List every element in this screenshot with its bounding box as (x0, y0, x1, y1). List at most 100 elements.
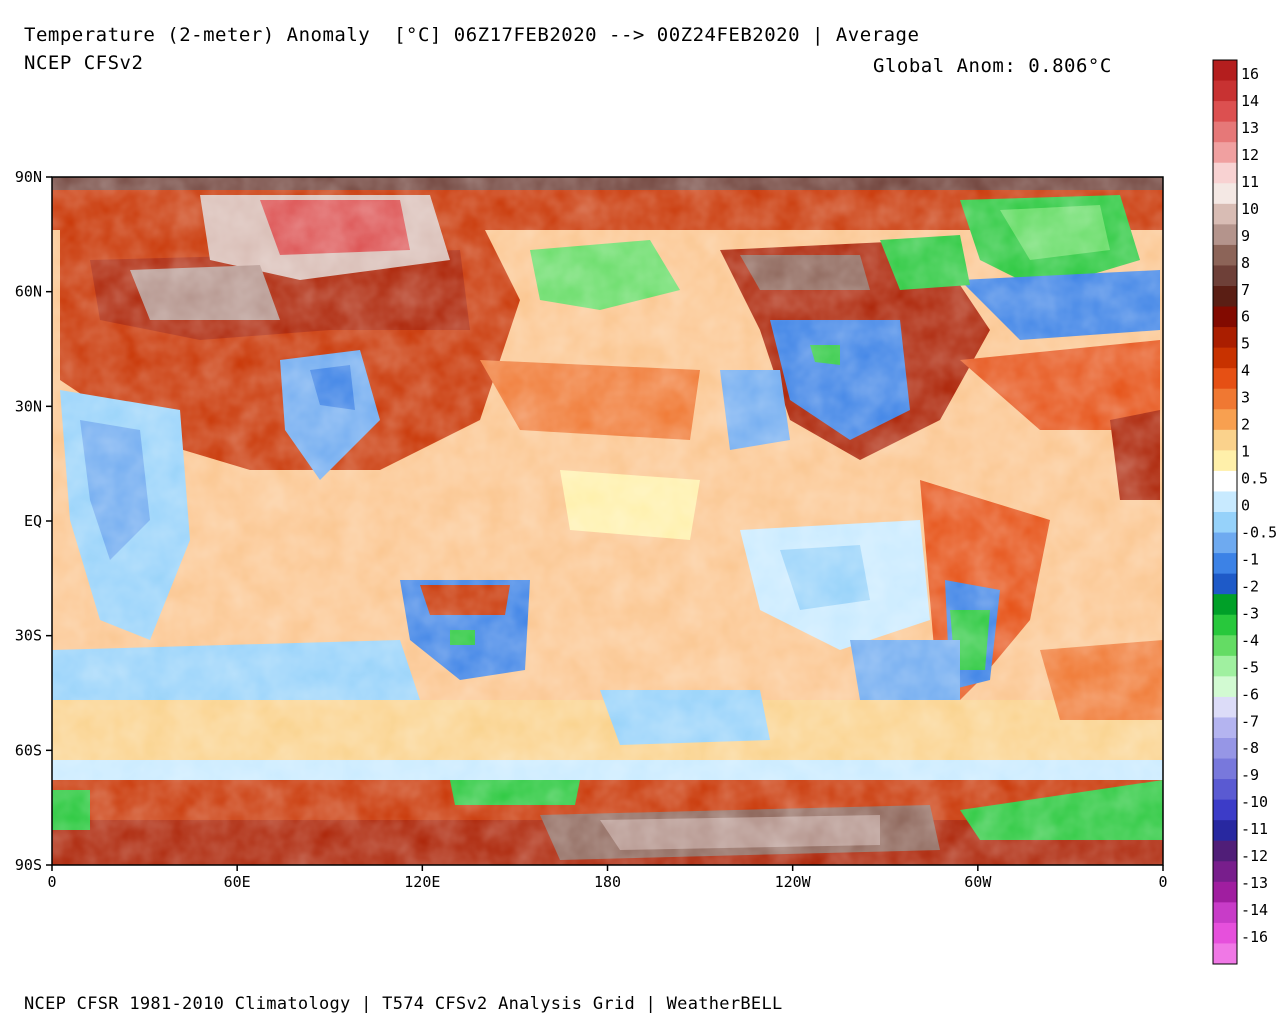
colorbar-swatch (1213, 717, 1237, 739)
colorbar-swatch (1213, 306, 1237, 328)
longitude-tick-label: 180 (594, 873, 621, 891)
colorbar-label: -13 (1241, 874, 1268, 892)
colorbar-swatch (1213, 840, 1237, 862)
colorbar-label: -0.5 (1241, 523, 1277, 541)
colorbar-swatch (1213, 121, 1237, 143)
colorbar-label: -11 (1241, 820, 1268, 838)
colorbar-label: -8 (1241, 739, 1259, 757)
colorbar-label: -2 (1241, 577, 1259, 595)
colorbar-label: 12 (1241, 146, 1259, 164)
colorbar-swatch (1213, 162, 1237, 184)
longitude-axis: 0 60E 120E 180 120W 60W 0 (47, 865, 1168, 891)
colorbar-label: -12 (1241, 847, 1268, 865)
latitude-tick-label: 60S (15, 741, 42, 759)
colorbar-label: 0 (1241, 497, 1250, 515)
colorbar-swatch (1213, 203, 1237, 225)
colorbar-label: 10 (1241, 200, 1259, 218)
colorbar-swatch (1213, 738, 1237, 760)
longitude-tick-label: 0 (47, 873, 56, 891)
colorbar-swatch (1213, 80, 1237, 102)
longitude-tick-label: 120W (775, 873, 812, 891)
colorbar-swatch (1213, 265, 1237, 287)
longitude-tick-label: 60E (224, 873, 251, 891)
latitude-tick-label: 60N (15, 283, 42, 301)
colorbar-swatch (1213, 532, 1237, 554)
colorbar-swatch (1213, 573, 1237, 595)
colorbar-label: -9 (1241, 766, 1259, 784)
colorbar-swatch (1213, 327, 1237, 349)
longitude-tick-label: 60W (964, 873, 992, 891)
colorbar-label: -7 (1241, 712, 1259, 730)
latitude-tick-label: 90N (15, 168, 42, 186)
colorbar-label: 3 (1241, 389, 1250, 407)
colorbar-label: 16 (1241, 65, 1259, 83)
colorbar-swatch (1213, 101, 1237, 123)
colorbar-label: -4 (1241, 631, 1259, 649)
longitude-tick-label: 0 (1158, 873, 1167, 891)
longitude-tick-label: 120E (404, 873, 440, 891)
colorbar-label: -14 (1241, 901, 1268, 919)
colorbar-label: 4 (1241, 362, 1250, 380)
latitude-tick-label: 30N (15, 397, 42, 415)
colorbar-swatch (1213, 799, 1237, 821)
colorbar-label: -5 (1241, 658, 1259, 676)
anomaly-field (52, 177, 1163, 865)
colorbar-swatch (1213, 183, 1237, 205)
colorbar-swatch (1213, 470, 1237, 492)
colorbar-label: 1 (1241, 443, 1250, 461)
latitude-tick-label: 30S (15, 627, 42, 645)
colorbar-swatch (1213, 368, 1237, 390)
colorbar-swatch (1213, 388, 1237, 410)
model-name: NCEP CFSv2 (24, 52, 144, 74)
colorbar-swatch (1213, 594, 1237, 616)
colorbar-swatch (1213, 553, 1237, 575)
colorbar-swatch (1213, 429, 1237, 451)
colorbar-swatch (1213, 635, 1237, 657)
colorbar-swatch (1213, 347, 1237, 369)
colorbar: 16 14 13 12 11 10 9 8 7 6 5 4 3 2 1 0.5 0 -0.5 -1 -2 -3 -4 -5 -… (1212, 59, 1277, 965)
global-anomaly-value: Global Anom: 0.806°C (873, 55, 1112, 77)
colorbar-label: -10 (1241, 793, 1268, 811)
latitude-tick-label: 90S (15, 856, 42, 874)
colorbar-swatch (1213, 512, 1237, 534)
footer-credits: NCEP CFSR 1981-2010 Climatology | T574 C… (24, 994, 783, 1014)
colorbar-swatch (1213, 881, 1237, 903)
colorbar-swatch (1213, 676, 1237, 698)
colorbar-swatch (1213, 922, 1237, 944)
colorbar-swatch (1213, 409, 1237, 431)
colorbar-swatch (1213, 696, 1237, 718)
colorbar-label: -6 (1241, 685, 1259, 703)
colorbar-swatch (1213, 779, 1237, 801)
colorbar-label: 5 (1241, 335, 1250, 353)
colorbar-label: -1 (1241, 550, 1259, 568)
colorbar-swatch (1213, 244, 1237, 266)
map-title: Temperature (2-meter) Anomaly [°C] 06Z17… (24, 24, 920, 46)
colorbar-label: 14 (1241, 92, 1259, 110)
colorbar-swatch (1213, 450, 1237, 472)
colorbar-swatch (1213, 820, 1237, 842)
colorbar-label: 11 (1241, 173, 1259, 191)
colorbar-label: 2 (1241, 416, 1250, 434)
colorbar-swatch (1213, 861, 1237, 883)
colorbar-label: 9 (1241, 227, 1250, 245)
colorbar-label: -3 (1241, 604, 1259, 622)
colorbar-label: 0.5 (1241, 470, 1268, 488)
colorbar-swatch (1213, 655, 1237, 677)
colorbar-swatch (1213, 286, 1237, 308)
colorbar-label: 6 (1241, 308, 1250, 326)
colorbar-swatch (1213, 614, 1237, 636)
latitude-axis: 90N 60N 30N EQ 30S 60S 90S (15, 168, 52, 874)
colorbar-swatch (1213, 902, 1237, 924)
colorbar-swatch (1213, 943, 1237, 965)
colorbar-swatch (1213, 491, 1237, 513)
colorbar-label: 8 (1241, 254, 1250, 272)
latitude-tick-label: EQ (24, 512, 42, 530)
colorbar-swatch (1213, 758, 1237, 780)
colorbar-swatch (1213, 224, 1237, 246)
colorbar-label: 7 (1241, 281, 1250, 299)
colorbar-swatch (1213, 142, 1237, 164)
colorbar-label: -16 (1241, 928, 1268, 946)
colorbar-label: 13 (1241, 119, 1259, 137)
colorbar-swatch (1213, 60, 1237, 82)
